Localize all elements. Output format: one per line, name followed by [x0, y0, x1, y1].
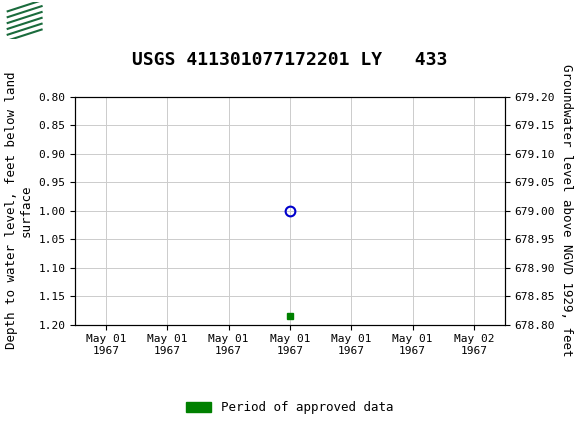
Text: USGS: USGS: [49, 11, 109, 30]
Text: USGS 411301077172201 LY   433: USGS 411301077172201 LY 433: [132, 51, 448, 69]
FancyBboxPatch shape: [8, 4, 42, 37]
Y-axis label: Groundwater level above NGVD 1929, feet: Groundwater level above NGVD 1929, feet: [560, 64, 574, 357]
Legend: Period of approved data: Period of approved data: [181, 396, 399, 419]
Y-axis label: Depth to water level, feet below land
surface: Depth to water level, feet below land su…: [5, 72, 33, 350]
